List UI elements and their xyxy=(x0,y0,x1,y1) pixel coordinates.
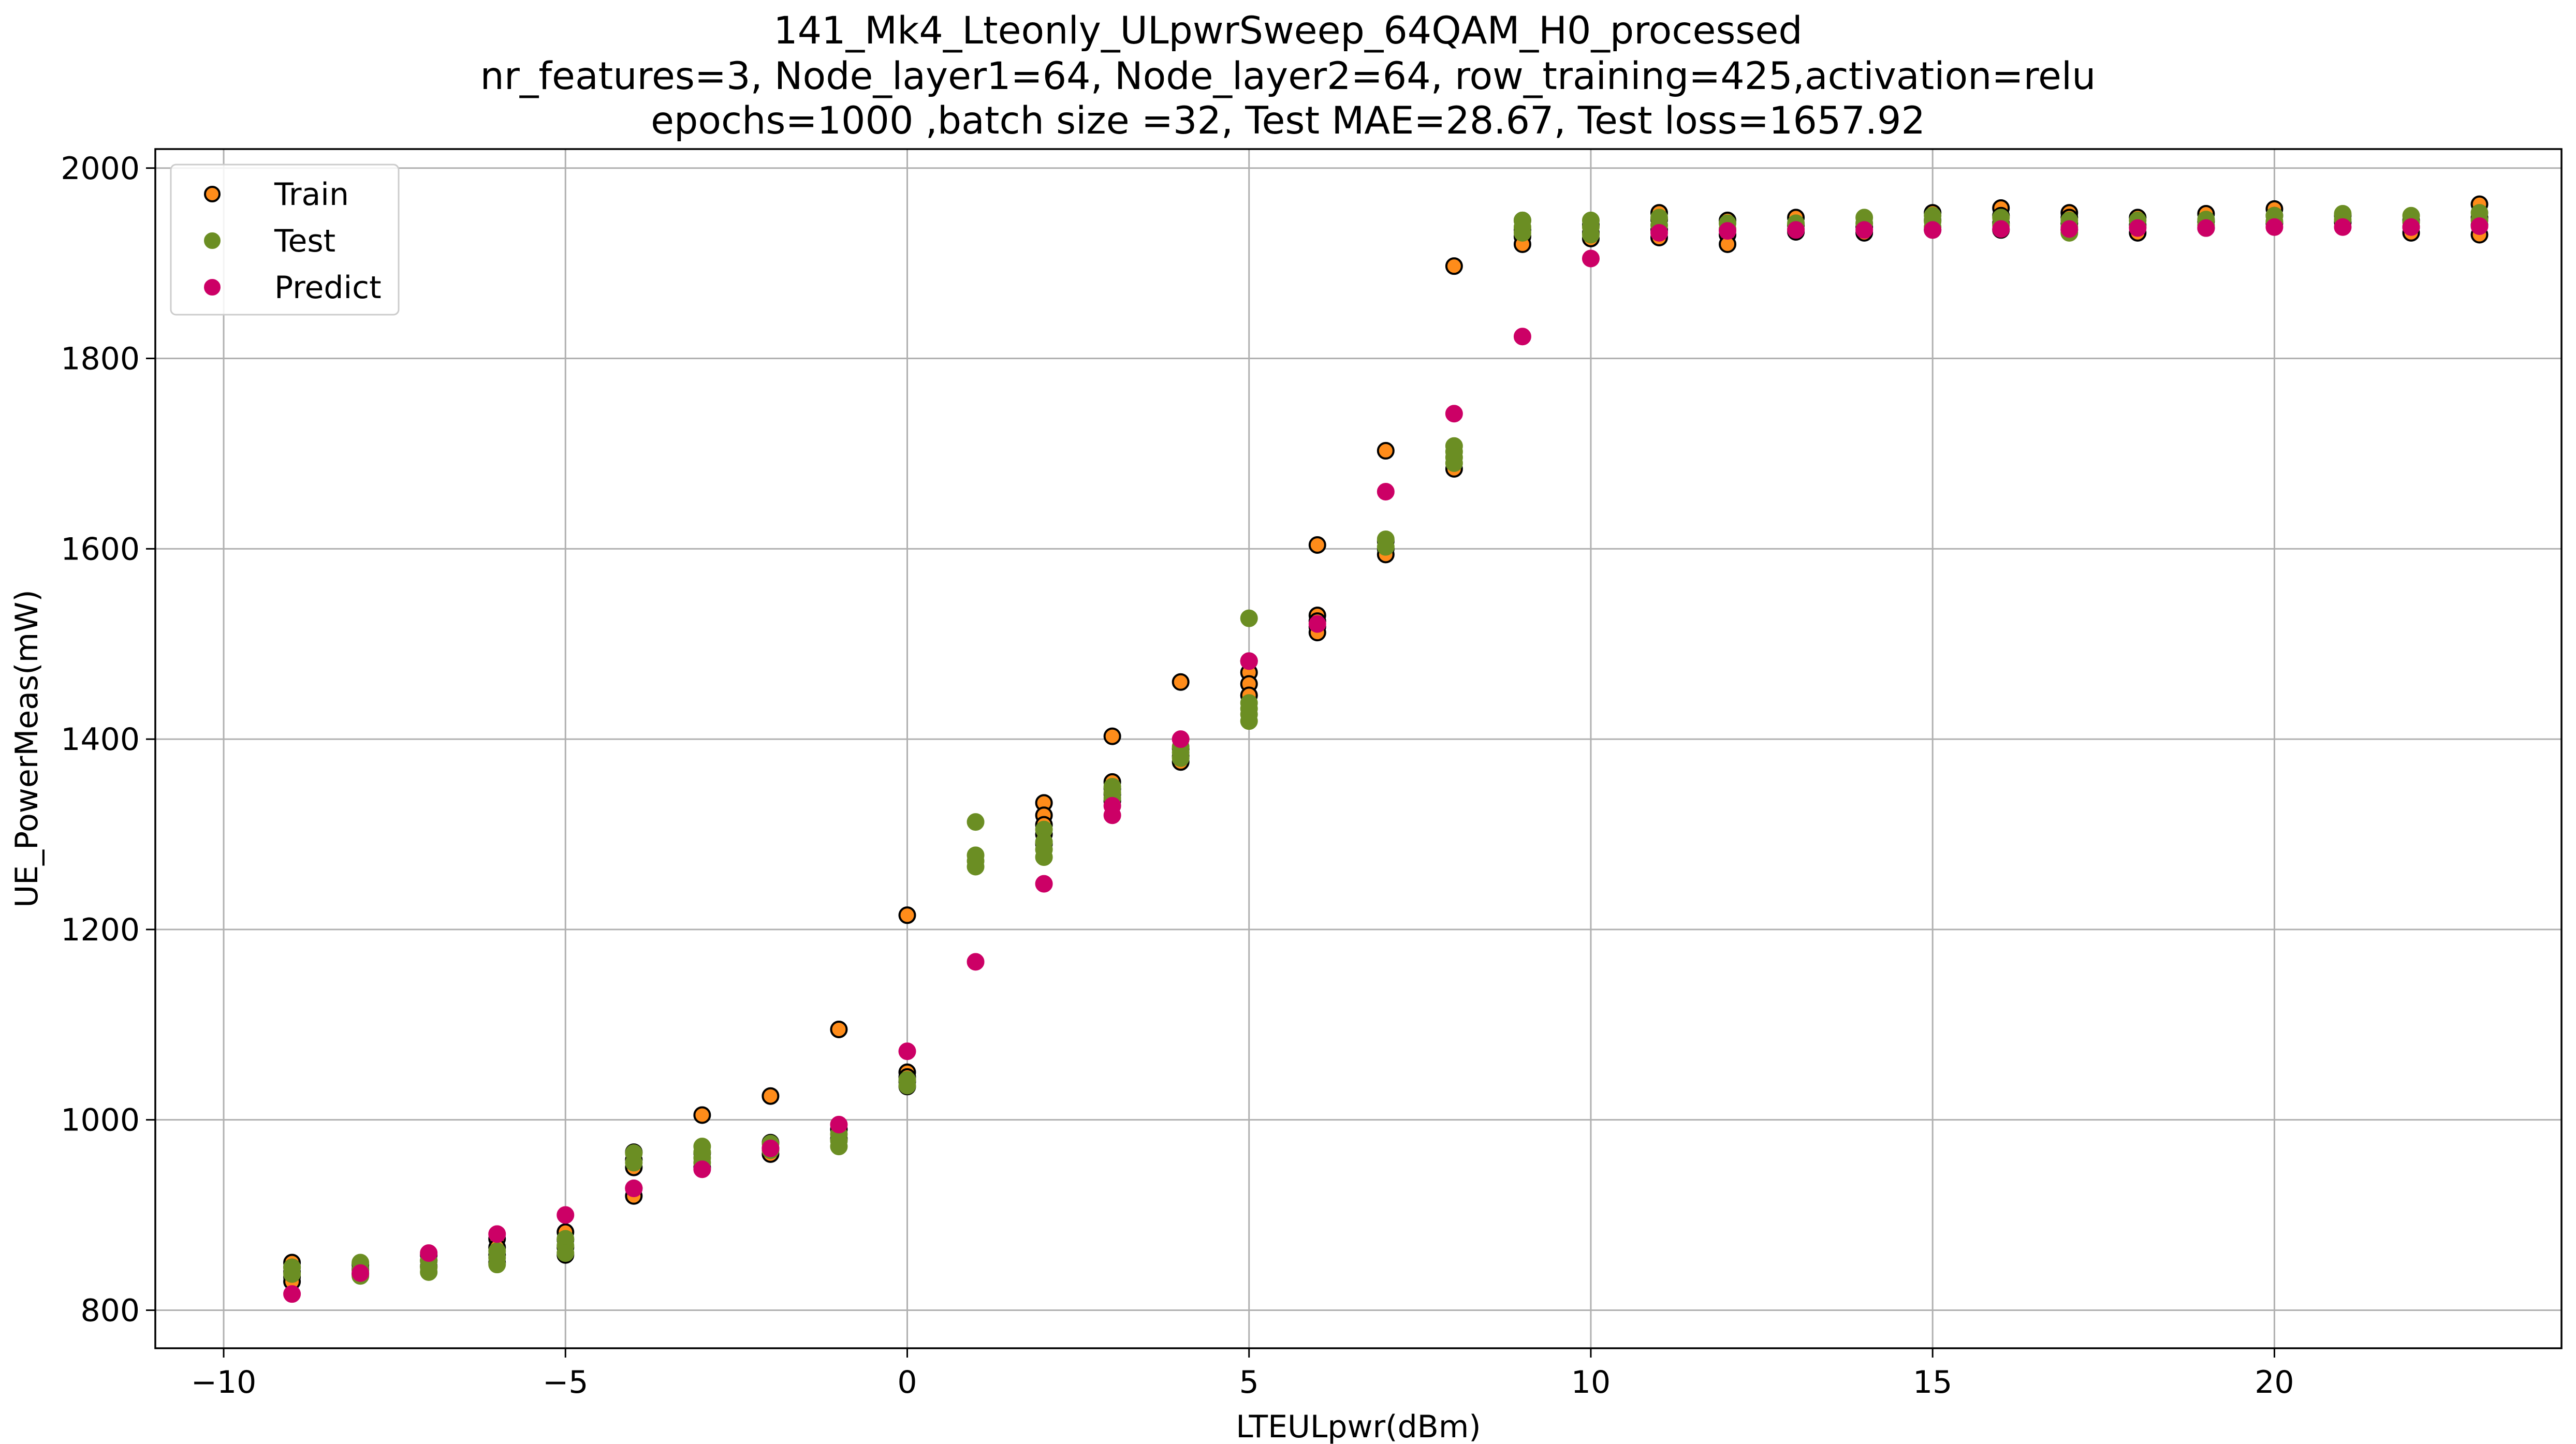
test-point xyxy=(967,858,985,876)
predict-point xyxy=(830,1115,848,1133)
plot-frame xyxy=(154,148,2563,1349)
chart-title-line-1: 141_Mk4_Lteonly_ULpwrSweep_64QAM_H0_proc… xyxy=(773,9,1802,53)
predict-point xyxy=(420,1244,438,1262)
legend-marker-test xyxy=(204,232,221,249)
predict-point xyxy=(1787,221,1805,239)
predict-point xyxy=(898,1042,916,1060)
predict-point xyxy=(1992,220,2010,238)
legend-label-predict: Predict xyxy=(274,270,382,306)
predict-point xyxy=(1103,797,1121,815)
predict-point xyxy=(1719,222,1737,240)
predict-point xyxy=(1035,875,1053,893)
predict-point xyxy=(967,953,985,971)
test-point xyxy=(1240,609,1258,627)
y-tick-label: 800 xyxy=(80,1292,140,1329)
legend-marker-train xyxy=(204,186,221,202)
predict-point xyxy=(1650,224,1668,242)
test-point xyxy=(420,1263,438,1281)
test-point xyxy=(830,1138,848,1156)
predict-point xyxy=(488,1225,506,1243)
legend: Train Test Predict xyxy=(170,164,400,316)
train-point xyxy=(1377,441,1395,460)
legend-label-train: Train xyxy=(274,176,349,213)
test-point xyxy=(557,1244,575,1262)
test-point xyxy=(1582,226,1600,244)
predict-point xyxy=(2265,218,2284,236)
test-point xyxy=(1377,538,1395,556)
y-axis-label: UE_PowerMeas(mW) xyxy=(9,590,45,908)
predict-point xyxy=(2402,218,2420,236)
train-point xyxy=(830,1020,848,1038)
predict-point xyxy=(557,1206,575,1224)
train-point xyxy=(762,1087,780,1105)
gridlines xyxy=(155,149,2562,1348)
x-tick-label: 0 xyxy=(897,1364,917,1401)
test-point xyxy=(1035,848,1053,866)
train-point xyxy=(1445,257,1463,275)
axis-ticks: −10 −5 0 5 10 15 20 800 1000 1200 1400 1600 1800 2000 xyxy=(61,151,2294,1401)
y-tick-label: 2000 xyxy=(61,151,140,187)
legend-marker-predict xyxy=(204,279,221,296)
predict-point xyxy=(625,1180,643,1198)
predict-point xyxy=(2470,217,2489,235)
predict-point xyxy=(352,1264,370,1282)
predict-point xyxy=(693,1160,711,1178)
x-tick-label: 10 xyxy=(1571,1364,1611,1401)
predict-point xyxy=(1445,405,1463,423)
chart-title-line-3: epochs=1000 ,batch size =32, Test MAE=28… xyxy=(651,99,1925,143)
x-tick-label: 5 xyxy=(1239,1364,1259,1401)
predict-point xyxy=(1513,328,1531,346)
test-point xyxy=(1240,712,1258,730)
legend-box xyxy=(170,164,400,316)
predict-point xyxy=(2197,219,2215,237)
test-point xyxy=(488,1256,506,1274)
data-points xyxy=(283,195,2489,1303)
y-tick-label: 1000 xyxy=(61,1102,140,1139)
x-tick-label: 20 xyxy=(2255,1364,2294,1401)
predict-point xyxy=(1172,730,1190,748)
x-tick-label: 15 xyxy=(1913,1364,1952,1401)
test-point xyxy=(1513,224,1531,242)
predict-point xyxy=(2334,218,2352,236)
y-tick-label: 1600 xyxy=(61,531,140,567)
train-point xyxy=(693,1106,711,1124)
predict-point xyxy=(1377,483,1395,500)
test-point xyxy=(283,1265,301,1283)
chart-title-line-2: nr_features=3, Node_layer1=64, Node_laye… xyxy=(480,54,2096,98)
y-tick-label: 1800 xyxy=(61,341,140,377)
predict-point xyxy=(283,1285,301,1303)
predict-point xyxy=(2060,220,2079,238)
train-point xyxy=(1103,727,1121,745)
x-tick-label: −5 xyxy=(543,1364,588,1401)
test-point xyxy=(898,1077,916,1095)
train-point xyxy=(898,906,916,924)
predict-point xyxy=(2129,219,2147,237)
test-point xyxy=(1172,749,1190,767)
predict-point xyxy=(1924,221,1942,239)
predict-point xyxy=(762,1139,780,1157)
predict-point xyxy=(1240,652,1258,670)
predict-point xyxy=(1855,221,1874,239)
train-point xyxy=(1172,673,1190,691)
test-point xyxy=(625,1154,643,1172)
predict-point xyxy=(1582,249,1600,268)
legend-label-test: Test xyxy=(274,223,335,259)
y-tick-label: 1400 xyxy=(61,721,140,758)
predict-point xyxy=(1308,615,1326,633)
x-tick-label: −10 xyxy=(191,1364,257,1401)
test-point xyxy=(1445,454,1463,472)
train-point xyxy=(1308,536,1326,554)
x-axis-label: LTEULpwr(dBm) xyxy=(1236,1409,1481,1444)
y-tick-label: 1200 xyxy=(61,912,140,948)
test-point xyxy=(967,813,985,831)
